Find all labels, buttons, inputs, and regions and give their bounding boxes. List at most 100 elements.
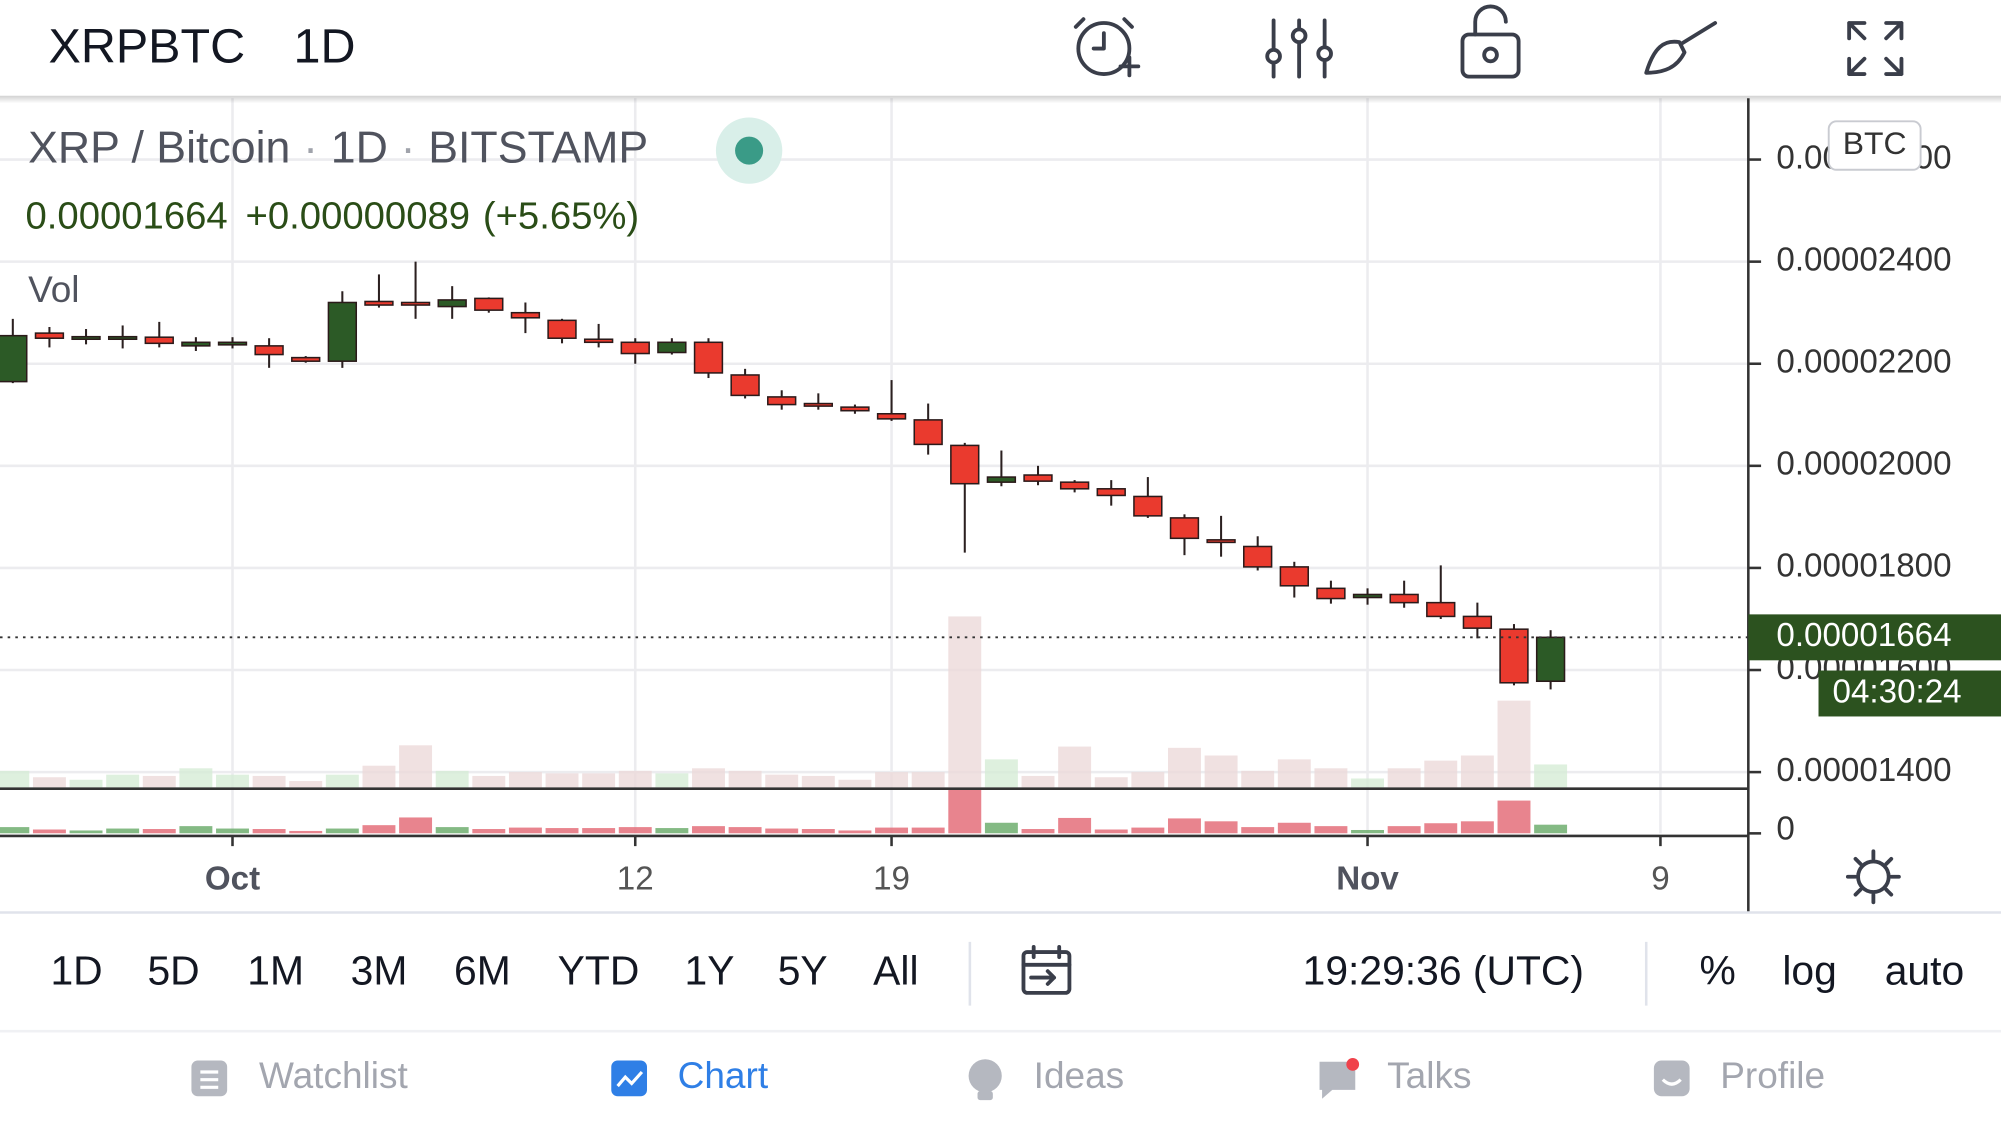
grid: [0, 98, 1749, 834]
volume-pane-bar: [618, 827, 652, 834]
range-button[interactable]: 5D: [147, 948, 199, 994]
candle-body: [986, 476, 1017, 483]
tab[interactable]: Talks: [1387, 1055, 1471, 1096]
volume-bar: [545, 773, 579, 788]
volume-bar: [1094, 777, 1128, 788]
volume-bar: [838, 779, 872, 788]
volume-bar: [472, 775, 506, 788]
candle-body: [620, 341, 650, 355]
range-button[interactable]: 6M: [454, 948, 511, 994]
volume-pane-bar: [948, 789, 982, 834]
tab[interactable]: Ideas: [1034, 1055, 1125, 1096]
tab[interactable]: Watchlist: [259, 1055, 408, 1096]
volume-bar: [1277, 759, 1311, 788]
volume-bar: [252, 775, 286, 788]
talks-icon[interactable]: [1319, 1061, 1356, 1099]
countdown: 04:30:24: [1833, 673, 1962, 710]
candle-body: [217, 341, 248, 346]
volume-bar: [1351, 778, 1385, 788]
volume-pane-bar: [216, 828, 249, 834]
drawing-icon[interactable]: [1644, 21, 1718, 75]
candle-body: [1279, 566, 1309, 587]
volume-bar: [655, 773, 689, 788]
range-button[interactable]: YTD: [558, 948, 640, 994]
price-change: +0.00000089: [246, 194, 471, 237]
volume-bar: [1021, 775, 1055, 788]
range-button[interactable]: 3M: [351, 948, 408, 994]
scale-option[interactable]: %: [1700, 948, 1736, 994]
tab[interactable]: Profile: [1720, 1055, 1825, 1096]
volume-pane-bar: [142, 829, 176, 834]
volume-bar: [1387, 768, 1421, 788]
scale-option[interactable]: log: [1782, 948, 1836, 994]
chart-icon-line: [616, 1070, 644, 1088]
scale-options: % log auto: [1700, 948, 1965, 994]
candle-body: [583, 338, 614, 344]
ideas-icon[interactable]: [968, 1059, 1002, 1093]
candle-body: [34, 332, 65, 339]
candle-body: [181, 341, 211, 347]
candle-body: [474, 297, 504, 311]
volume-pane-bar: [1534, 824, 1568, 834]
volume-bar: [1168, 747, 1201, 788]
watchlist-icon-lines: [200, 1070, 219, 1089]
indicators-icon[interactable]: [1265, 18, 1333, 79]
range-button[interactable]: 1Y: [685, 948, 735, 994]
volume-pane-bar: [399, 817, 433, 834]
candle-body: [1169, 517, 1200, 540]
volume-bar: [508, 772, 542, 788]
goto-date-icon[interactable]: [1021, 945, 1072, 995]
candle-body: [1023, 474, 1053, 482]
candle-body: [1426, 601, 1456, 618]
volume-bar: [911, 772, 945, 788]
volume-pane-bar: [32, 829, 66, 834]
candle-body: [657, 341, 687, 354]
tab[interactable]: Chart: [678, 1055, 769, 1096]
interval-button[interactable]: 1D: [294, 20, 356, 74]
range-button[interactable]: 5Y: [778, 948, 828, 994]
candle-body: [144, 336, 174, 345]
candle-body: [327, 301, 358, 362]
symbol-name: XRP / Bitcoin: [28, 123, 290, 172]
volume-pane-bar: [1241, 827, 1275, 834]
volume-bar: [948, 616, 982, 788]
candle-body: [1133, 495, 1163, 517]
alert-icon[interactable]: [1073, 17, 1141, 78]
y-tick-label: 0.00001800: [1776, 548, 1951, 585]
volume-pane-bar: [1387, 826, 1421, 834]
range-button[interactable]: All: [873, 948, 918, 994]
volume-pane-bar: [106, 828, 140, 834]
interval: 1D: [331, 123, 388, 172]
volume-pane-bar: [1277, 822, 1311, 834]
fullscreen-icon[interactable]: [1847, 21, 1904, 76]
candle-body: [1316, 587, 1346, 600]
volume-bar: [984, 759, 1018, 788]
profile-icon-face: [1661, 1078, 1682, 1086]
candle-body: [1499, 628, 1529, 684]
candle-body: [767, 396, 797, 406]
volume-pane-bar: [984, 822, 1018, 834]
lock-icon[interactable]: [1460, 4, 1521, 79]
chart-icon[interactable]: [611, 1060, 648, 1097]
range-button[interactable]: 1D: [50, 948, 102, 994]
volume-pane-bar: [801, 829, 835, 834]
volume-pane-bar: [875, 827, 909, 834]
volume-overlay: [0, 616, 1568, 788]
volume-bar: [289, 781, 323, 788]
volume-pane-bar: [765, 828, 799, 834]
candle-body: [950, 444, 980, 485]
status-dot: [735, 136, 764, 165]
settings-icon[interactable]: [1845, 849, 1901, 905]
profile-icon[interactable]: [1653, 1060, 1690, 1097]
range-button[interactable]: 1M: [247, 948, 304, 994]
last-price-label: 0.00001664: [1776, 617, 1951, 654]
symbol[interactable]: XRPBTC: [48, 20, 245, 74]
volume-pane-bar: [1094, 829, 1128, 834]
scale-option[interactable]: auto: [1885, 948, 1964, 994]
separator: ·: [303, 123, 318, 172]
volume-bar: [106, 774, 140, 788]
talks-badge: [1346, 1057, 1360, 1071]
volume-pane-bar: [1460, 821, 1494, 834]
volume-pane-bar: [472, 829, 506, 834]
